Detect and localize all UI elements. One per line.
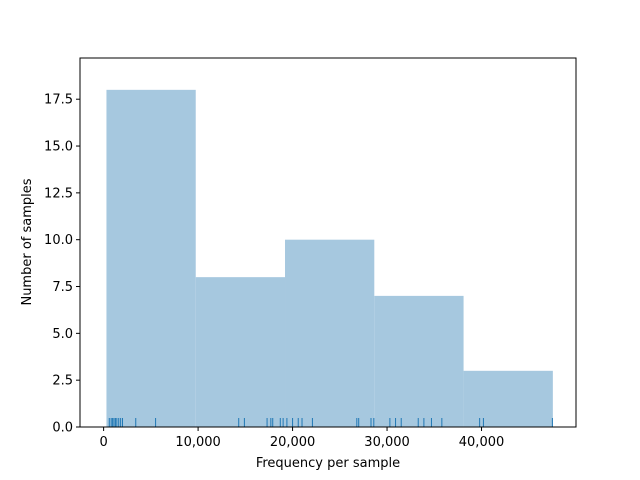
y-tick-label-5: 12.5: [44, 186, 73, 201]
x-axis-ticks: 0 10,000 20,000 30,000 40,000: [99, 427, 504, 450]
x-tick-label-2: 20,000: [270, 435, 316, 450]
y-tick-label-6: 15.0: [44, 140, 73, 155]
rug-marks: [108, 418, 553, 427]
plot-frame: [79, 57, 577, 428]
histogram-bar-1: [195, 277, 286, 427]
y-tick-label-0: 0.0: [52, 421, 73, 436]
histogram-bar-0: [106, 89, 196, 427]
x-tick-label-4: 40,000: [459, 435, 505, 450]
y-axis-ticks: 0.0 2.5 5.0 7.5 10.0 12.5 15.0 17.5: [44, 93, 80, 436]
histogram-bars: [106, 89, 553, 427]
y-tick-label-3: 7.5: [52, 280, 73, 295]
histogram-bar-3: [374, 295, 464, 427]
y-tick-label-7: 17.5: [44, 93, 73, 108]
x-axis-label: Frequency per sample: [256, 456, 400, 471]
y-tick-label-4: 10.0: [44, 233, 73, 248]
y-axis-label: Number of samples: [20, 178, 35, 305]
x-tick-label-0: 0: [99, 435, 107, 450]
x-tick-label-1: 10,000: [175, 435, 221, 450]
histogram-bar-4: [463, 370, 553, 427]
x-tick-label-3: 30,000: [364, 435, 410, 450]
y-tick-label-2: 5.0: [52, 327, 73, 342]
histogram-bar-2: [285, 239, 375, 427]
y-tick-label-1: 2.5: [52, 374, 73, 389]
